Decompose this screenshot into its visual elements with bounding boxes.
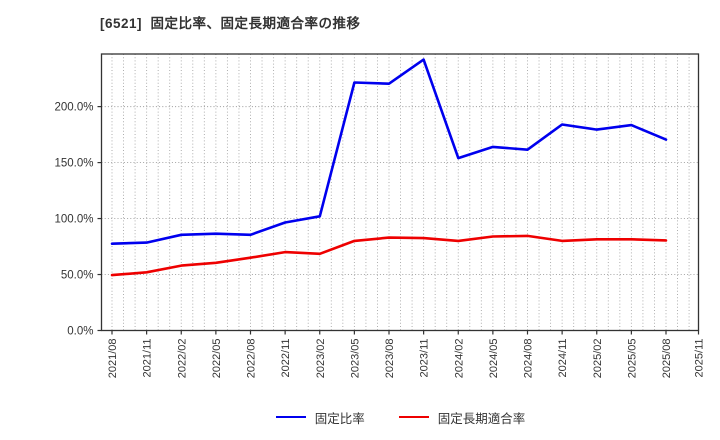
x-axis-tick-label: 2023/02 [315,339,327,379]
fixed-ratio-line [110,58,668,245]
legend-label: 固定比率 [314,411,365,426]
y-axis-tick-label: 100.0% [54,214,93,226]
x-axis-tick-label: 2022/08 [246,339,258,379]
x-axis-tick-label: 2025/05 [626,339,638,379]
x-axis-tick-label: 2022/11 [280,339,292,378]
x-axis-tick-label: 2024/11 [557,339,569,378]
x-axis-tick-label: 2021/08 [107,339,119,379]
x-axis-tick-label: 2022/02 [176,339,188,379]
x-axis-tick-label: 2024/08 [523,339,535,379]
grid-vertical [111,54,690,331]
legend-item-fixed-ratio: 固定比率 [275,408,365,427]
y-axis-tick-label: 0.0% [67,326,93,338]
legend-line-sample [398,416,429,418]
x-axis-tick-label: 2024/02 [453,339,465,379]
x-axis-tick-label: 2025/02 [592,339,604,379]
x-axis-tick-label: 2023/08 [384,339,396,379]
legend-line-sample [275,416,306,418]
grid-horizontal [101,106,699,275]
x-axis-tick-label: 2025/08 [661,339,673,379]
chart-title: [6521] 固定比率、固定長期適合率の推移 [100,16,361,31]
y-axis-labels: 0.0% 50.0% 100.0% 150.0% 200.0% [54,102,102,338]
x-axis-tick-label: 2025/11 [694,339,706,378]
legend-item-fixed-longterm-ratio: 固定長期適合率 [398,408,526,427]
x-axis-labels: 2021/08 2021/11 2022/02 2022/05 2022/08 2022/… [107,330,706,379]
plot-frame [100,53,700,332]
y-axis-tick-label: 200.0% [54,102,93,114]
y-axis-tick-label: 50.0% [61,270,94,282]
y-axis-tick-label: 150.0% [54,158,93,170]
x-axis-tick-label: 2023/05 [349,339,361,379]
x-axis-tick-label: 2023/11 [419,339,431,378]
x-axis-tick-label: 2024/05 [488,339,500,379]
x-axis-tick-label: 2021/11 [142,339,154,378]
chart-legend: 固定比率 固定長期適合率 [102,406,699,428]
legend-label: 固定長期適合率 [437,411,526,426]
fixed-longterm-ratio-line [110,234,668,277]
x-axis-tick-label: 2022/05 [211,339,223,379]
